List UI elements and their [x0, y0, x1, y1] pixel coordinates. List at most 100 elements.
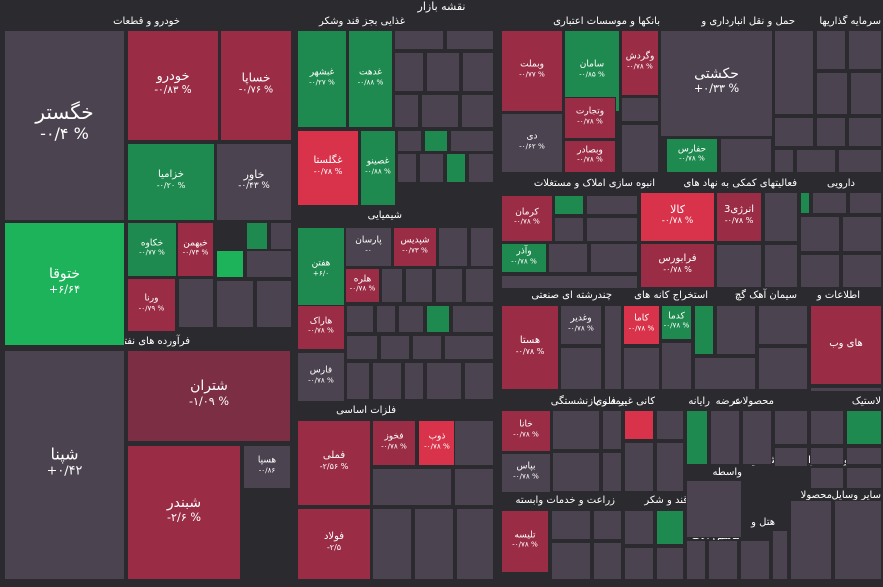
tile-minor[interactable]	[426, 305, 450, 333]
tile-minor[interactable]	[834, 500, 882, 580]
tile-minor[interactable]	[686, 480, 742, 538]
tile-6[interactable]: ختوقا +۶/۶۴	[4, 222, 125, 346]
tile-minor[interactable]	[849, 192, 882, 214]
tile-17[interactable]: غصینو -۰/۸۸ %	[360, 130, 396, 206]
tile-22[interactable]: هاراک -۰/۷۸ %	[297, 305, 345, 350]
tile-minor[interactable]	[800, 216, 840, 252]
tile-minor[interactable]	[764, 244, 798, 288]
tile-minor[interactable]	[462, 52, 494, 92]
tile-12[interactable]: شبندر -۲/۶ %	[127, 445, 241, 580]
tile-minor[interactable]	[421, 94, 459, 128]
tile-minor[interactable]	[710, 410, 740, 465]
tile-minor[interactable]	[346, 362, 370, 400]
tile-minor[interactable]	[624, 547, 654, 580]
tile-minor[interactable]	[810, 410, 844, 445]
tile-13[interactable]: هسپا -۰/۸۶	[243, 445, 291, 489]
tile-minor[interactable]	[810, 447, 844, 465]
tile-minor[interactable]	[810, 387, 882, 392]
tile-minor[interactable]	[593, 542, 622, 580]
tile-minor[interactable]	[800, 192, 810, 214]
tile-minor[interactable]	[394, 94, 419, 128]
tile-20[interactable]: شپدیس -۰/۷۳ %	[393, 227, 437, 267]
tile-minor[interactable]	[694, 305, 714, 355]
tile-26[interactable]: ذوب -۰/۷۸ %	[418, 420, 456, 466]
tile-minor[interactable]	[621, 97, 659, 122]
tile-1[interactable]: خگستر -۰/۴ %	[4, 30, 125, 221]
tile-4[interactable]: خزامیا -۰/۲۰ %	[127, 143, 215, 221]
tile-15[interactable]: غدهت -۰/۸۸ %	[348, 30, 393, 128]
tile-minor[interactable]	[246, 222, 268, 250]
tile-27[interactable]: فولاد -۲/۵	[297, 508, 371, 580]
tile-minor[interactable]	[586, 217, 638, 242]
tile-minor[interactable]	[848, 30, 882, 70]
tile-minor[interactable]	[376, 305, 396, 333]
tile-minor[interactable]	[452, 305, 494, 333]
tile-minor[interactable]	[464, 362, 494, 400]
tile-minor[interactable]	[501, 275, 638, 289]
tile-10[interactable]: شپنا +۰/۴۲	[4, 350, 125, 580]
tile-minor[interactable]	[602, 410, 622, 450]
tile-minor[interactable]	[548, 243, 588, 273]
tile-minor[interactable]	[346, 305, 374, 333]
tile-25[interactable]: فخوز -۰/۷۸ %	[372, 420, 416, 466]
tile-minor[interactable]	[435, 268, 463, 303]
tile-32[interactable]: وتجارت -۰/۷۸ %	[564, 97, 616, 139]
tile-minor[interactable]	[551, 510, 591, 540]
tile-minor[interactable]	[810, 467, 844, 489]
tile-8[interactable]: خبهمن -۰/۷۴ %	[177, 222, 214, 277]
tile-minor[interactable]	[621, 124, 659, 173]
tile-2[interactable]: خودرو -۰/۸۳ %	[127, 30, 219, 141]
tile-minor[interactable]	[800, 254, 840, 288]
tile-minor[interactable]	[372, 362, 402, 400]
tile-minor[interactable]	[560, 347, 602, 390]
tile-48[interactable]: تلیسه -۰/۷۸ %	[501, 510, 549, 573]
tile-minor[interactable]	[465, 268, 494, 303]
tile-minor[interactable]	[438, 227, 468, 267]
tile-minor[interactable]	[816, 72, 848, 115]
tile-16[interactable]: غگلستا -۰/۷۸ %	[297, 130, 359, 206]
tile-minor[interactable]	[774, 149, 794, 173]
tile-minor[interactable]	[848, 117, 882, 147]
tile-minor[interactable]	[624, 510, 654, 545]
tile-minor[interactable]	[551, 542, 591, 580]
tile-minor[interactable]	[772, 530, 788, 580]
tile-minor[interactable]	[470, 227, 494, 267]
tile-11[interactable]: شتران -۱/۰۹ %	[127, 350, 291, 442]
tile-minor[interactable]	[424, 130, 448, 152]
tile-minor[interactable]	[554, 195, 584, 215]
tile-23[interactable]: فارس -۰/۷۸ %	[297, 352, 345, 402]
tile-minor[interactable]	[461, 94, 494, 128]
tile-minor[interactable]	[656, 510, 684, 545]
tile-minor[interactable]	[552, 452, 600, 492]
tile-minor[interactable]	[446, 153, 466, 183]
tile-46[interactable]: خانا -۰/۷۸ %	[501, 410, 551, 452]
tile-7[interactable]: خکاوه -۰/۷۷ %	[127, 222, 177, 277]
tile-minor[interactable]	[216, 280, 254, 328]
tile-21[interactable]: هلره -۰/۷۸ %	[345, 268, 380, 303]
tile-14[interactable]: غبشهر -۰/۲۷ %	[297, 30, 347, 128]
tile-minor[interactable]	[838, 149, 882, 173]
tile-38[interactable]: کالا -۰/۷۸ %	[640, 192, 715, 242]
tile-minor[interactable]	[346, 335, 378, 360]
tile-minor[interactable]	[256, 280, 292, 328]
tile-minor[interactable]	[586, 195, 638, 215]
tile-minor[interactable]	[758, 347, 808, 390]
tile-24[interactable]: فملی -۲/۵۶ %	[297, 420, 371, 506]
tile-3[interactable]: خساپا -۰/۷۶ %	[220, 30, 292, 141]
tile-minor[interactable]	[764, 192, 798, 242]
tile-minor[interactable]	[454, 468, 494, 506]
tile-minor[interactable]	[394, 52, 424, 92]
tile-minor[interactable]	[468, 153, 494, 183]
tile-minor[interactable]	[686, 540, 706, 580]
tile-minor[interactable]	[590, 243, 638, 273]
tile-minor[interactable]	[720, 138, 772, 173]
tile-minor[interactable]	[774, 117, 814, 147]
tile-41[interactable]: هستا -۰/۷۸ %	[501, 305, 559, 390]
tile-45[interactable]: های وب	[810, 305, 882, 385]
tile-33[interactable]: وبصادر -۰/۷۸ %	[564, 140, 616, 173]
tile-minor[interactable]	[716, 305, 756, 355]
tile-minor[interactable]	[426, 362, 462, 400]
tile-minor[interactable]	[694, 357, 756, 390]
tile-minor[interactable]	[742, 410, 772, 465]
tile-minor[interactable]	[414, 508, 454, 580]
